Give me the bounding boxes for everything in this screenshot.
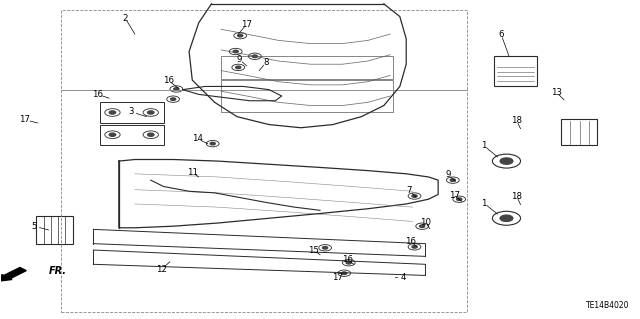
Text: 15: 15	[308, 246, 319, 255]
Text: 11: 11	[187, 168, 198, 177]
Text: 17: 17	[241, 20, 252, 29]
Circle shape	[500, 158, 513, 164]
Circle shape	[346, 262, 351, 264]
Text: 17: 17	[19, 115, 31, 124]
Text: 9: 9	[237, 55, 242, 64]
Text: 17: 17	[332, 273, 344, 282]
Text: 16: 16	[342, 255, 353, 264]
Circle shape	[171, 98, 175, 100]
Circle shape	[500, 215, 513, 221]
Text: 10: 10	[420, 218, 431, 227]
Circle shape	[412, 246, 417, 248]
Text: 16: 16	[163, 76, 174, 85]
Text: TE14B4020: TE14B4020	[586, 301, 630, 310]
Text: 6: 6	[499, 31, 504, 40]
Circle shape	[148, 111, 154, 114]
Circle shape	[237, 34, 243, 37]
Circle shape	[457, 198, 462, 200]
Circle shape	[148, 133, 154, 136]
Circle shape	[109, 111, 116, 114]
Text: 13: 13	[551, 88, 562, 97]
Circle shape	[451, 179, 456, 182]
Circle shape	[109, 133, 116, 136]
Text: 4: 4	[400, 272, 406, 281]
Text: 14: 14	[192, 134, 203, 143]
Circle shape	[252, 55, 257, 57]
Circle shape	[323, 247, 328, 249]
Text: FR.: FR.	[49, 266, 67, 276]
Text: 2: 2	[122, 14, 128, 23]
Text: 5: 5	[32, 222, 37, 231]
Text: 9: 9	[445, 170, 451, 179]
Circle shape	[173, 88, 179, 90]
FancyArrow shape	[0, 268, 26, 281]
Circle shape	[233, 50, 238, 53]
Text: 12: 12	[156, 264, 167, 274]
Circle shape	[210, 142, 215, 145]
Text: 18: 18	[511, 191, 522, 201]
Text: 18: 18	[511, 116, 522, 125]
Text: 17: 17	[449, 190, 460, 200]
Circle shape	[412, 195, 417, 197]
Text: 7: 7	[406, 186, 412, 195]
Text: 1: 1	[481, 199, 487, 208]
Text: 1: 1	[481, 141, 487, 150]
Text: 3: 3	[129, 108, 134, 116]
Text: 8: 8	[263, 58, 268, 67]
Circle shape	[342, 272, 347, 274]
Text: 16: 16	[92, 90, 103, 99]
Circle shape	[236, 66, 241, 69]
Text: 16: 16	[405, 237, 416, 246]
Circle shape	[420, 225, 425, 227]
